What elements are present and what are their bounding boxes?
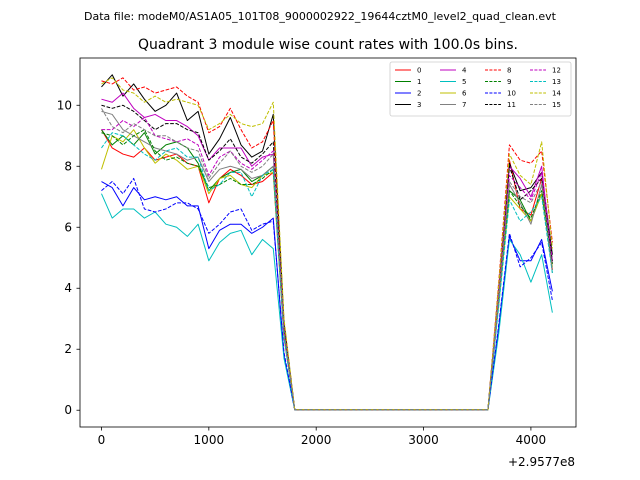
legend-label-7: 7: [462, 101, 466, 109]
legend-label-4: 4: [462, 67, 467, 75]
legend-label-5: 5: [462, 78, 466, 86]
legend-label-6: 6: [462, 90, 467, 98]
legend-label-0: 0: [417, 67, 421, 75]
x-tick-label: 2000: [301, 433, 332, 447]
x-tick-label: 0: [98, 433, 106, 447]
legend-label-3: 3: [417, 101, 421, 109]
legend-label-8: 8: [507, 67, 511, 75]
legend-label-15: 15: [552, 101, 561, 109]
legend-label-12: 12: [552, 67, 561, 75]
y-tick-label: 10: [57, 98, 72, 112]
y-tick-label: 6: [64, 220, 72, 234]
legend-frame: [389, 61, 572, 117]
x-tick-label: 1000: [194, 433, 225, 447]
legend-label-13: 13: [552, 78, 561, 86]
legend-label-9: 9: [507, 78, 511, 86]
y-tick-label: 8: [64, 159, 72, 173]
legend-label-2: 2: [417, 90, 421, 98]
axes-frame: [79, 57, 577, 428]
x-offset-label: +2.9577e8: [508, 455, 575, 469]
y-tick-label: 2: [64, 342, 72, 356]
legend-label-1: 1: [417, 78, 421, 86]
legend-label-14: 14: [552, 90, 561, 98]
series-line-15: [101, 108, 553, 411]
legend-label-10: 10: [507, 90, 516, 98]
legend-label-11: 11: [507, 101, 516, 109]
x-tick-label: 3000: [408, 433, 439, 447]
x-tick-label: 4000: [516, 433, 547, 447]
series-layer: [100, 74, 553, 411]
figure-suptitle: Data file: modeM0/AS1A05_101T08_90000029…: [84, 10, 557, 23]
chart-title: Quadrant 3 module wise count rates with …: [138, 37, 518, 53]
y-tick-label: 4: [64, 281, 72, 295]
y-tick-label: 0: [64, 403, 72, 417]
